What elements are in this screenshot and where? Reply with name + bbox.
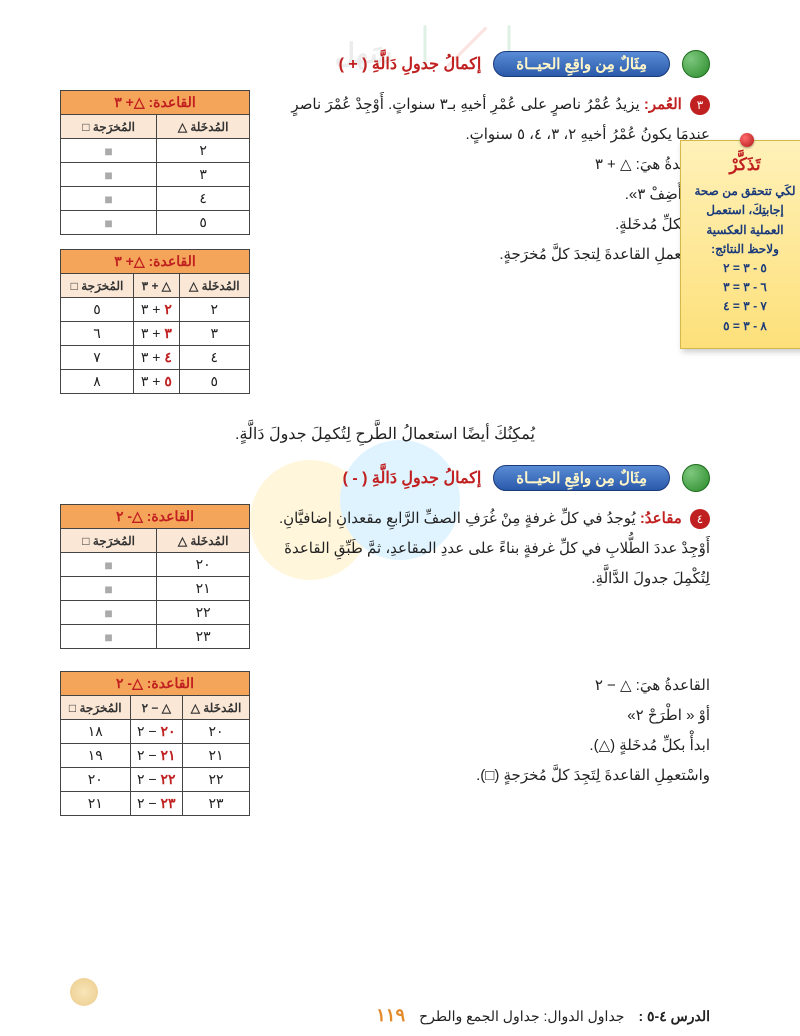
table-cell: ■ (61, 187, 157, 211)
table-cell: ٢١ (61, 792, 131, 816)
or-line: أوْ « أَضِفْ ٣». (268, 180, 710, 210)
table-cell: ٥ (179, 370, 249, 394)
example-steps-2: القاعدةُ هيَ: △ − ٢ أوْ « اطْرَحْ ٢» ابد… (268, 671, 710, 791)
table-cell: ■ (61, 601, 157, 625)
rule-line: القاعدةُ هيَ: △ − ٢ (268, 671, 710, 701)
transition-text: يُمكِنُكَ أيضًا استعمالُ الطَّرحِ لِتُكم… (60, 424, 710, 444)
rule-line: القاعدةُ هيَ: △ + ٣ (268, 150, 710, 180)
table-cell: ٢٠ (61, 768, 131, 792)
table-cell: ٢ (179, 298, 249, 322)
table-cell: ■ (61, 577, 157, 601)
table-cell: ٣ (157, 163, 250, 187)
lesson-title: جداول الدوال: جداول الجمع والطرح (419, 1008, 624, 1025)
example-text-1: ٣ العُمر: يزيدُ عُمْرُ ناصرٍ على عُمْرِ … (268, 90, 710, 270)
example-pill: مِثَالٌ مِن واقِعِ الحيــاة (493, 465, 670, 491)
step-line: ابدأْ بكلِّ مُدخَلةٍ. (268, 210, 710, 240)
reminder-eq: ٥ - ٣ = ٢ (689, 259, 800, 278)
page-number: ١١٩ (376, 1005, 405, 1026)
table-header: △ − ٢ (130, 696, 182, 720)
reminder-note: تَذَكَّرْ لكَي تتحقق من صحة إجابتِكَ، اس… (680, 140, 800, 349)
example-header-1: مِثَالٌ مِن واقِعِ الحيــاة إكمالُ جدولِ… (60, 50, 710, 78)
table-cell: ٢ (157, 139, 250, 163)
table-caption: القاعدة: △+ ٣ (61, 250, 250, 274)
table-cell: ■ (61, 163, 157, 187)
table-cell: ■ (61, 625, 157, 649)
table-type-label: إكمالُ جدولِ دَالَّةِ ( + ) (339, 51, 482, 77)
table-cell: ٢٠ (183, 720, 250, 744)
table-cell: ■ (61, 211, 157, 235)
table-header: المُخرَجة □ (61, 115, 157, 139)
table-cell: ٢٣ (183, 792, 250, 816)
table-header: المُخرَجة □ (61, 696, 131, 720)
table-cell: ٢٠ − ٢ (130, 720, 182, 744)
function-table-1a: القاعدة: △+ ٣ المُدخَلة △ المُخرَجة □ ٢■… (60, 90, 250, 235)
table-cell: ٤ (157, 187, 250, 211)
table-cell: ٥ + ٣ (134, 370, 180, 394)
table-cell: ٧ (61, 346, 134, 370)
table-cell: ٢١ (183, 744, 250, 768)
table-cell: ٦ (61, 322, 134, 346)
table-header: المُدخَلة △ (179, 274, 249, 298)
step-line: واسْتعمِلِ القاعدةَ لِتَجِدَ كلَّ مُخرَج… (268, 761, 710, 791)
lesson-number: الدرس ٤-٥ : (638, 1008, 710, 1025)
table-cell: ١٨ (61, 720, 131, 744)
table-header: المُدخَلة △ (157, 115, 250, 139)
table-header: △ + ٣ (134, 274, 180, 298)
table-header: المُخرَجة □ (61, 529, 157, 553)
table-cell: ٤ (179, 346, 249, 370)
example-pill: مِثَالٌ مِن واقِعِ الحيــاة (493, 51, 670, 77)
corner-decoration-icon (70, 978, 98, 1006)
step-line: واستعملِ القاعدةَ لِتجدَ كلَّ مُخرَجةٍ. (268, 240, 710, 270)
example-text-2: ٤ مقاعدُ: يُوجدُ في كلِّ غرفةٍ مِنْ غُرَ… (268, 504, 710, 594)
table-cell: ■ (61, 553, 157, 577)
table-cell: ٢٣ (157, 625, 250, 649)
reminder-eq: ٨ - ٣ = ٥ (689, 317, 800, 336)
globe-icon (682, 464, 710, 492)
reminder-body: لكَي تتحقق من صحة إجابتِكَ، استعمل العمل… (689, 182, 800, 259)
example-header-2: مِثَالٌ مِن واقِعِ الحيــاة إكمالُ جدولِ… (60, 464, 710, 492)
table-caption: القاعدة: △+ ٣ (61, 91, 250, 115)
example-number: ٣ (690, 95, 710, 115)
table-cell: ٢٠ (157, 553, 250, 577)
or-line: أوْ « اطْرَحْ ٢» (268, 701, 710, 731)
lead-word: العُمر: (644, 96, 682, 113)
table-cell: ٥ (157, 211, 250, 235)
lead-word: مقاعدُ: (640, 510, 682, 527)
reminder-eq: ٦ - ٣ = ٣ (689, 278, 800, 297)
table-cell: ٢ + ٣ (134, 298, 180, 322)
table-cell: ٢٢ (183, 768, 250, 792)
step-line: ابدأْ بكلِّ مُدخَلةٍ (△). (268, 731, 710, 761)
table-header: المُدخَلة △ (183, 696, 250, 720)
table-caption: القاعدة: △- ٢ (61, 505, 250, 529)
table-cell: ■ (61, 139, 157, 163)
table-header: المُخرَجة □ (61, 274, 134, 298)
table-cell: ٨ (61, 370, 134, 394)
globe-icon (682, 50, 710, 78)
function-table-2a: القاعدة: △- ٢ المُدخَلة △ المُخرَجة □ ٢٠… (60, 504, 250, 649)
page-footer: الدرس ٤-٥ : جداول الدوال: جداول الجمع وا… (376, 1005, 710, 1026)
table-cell: ٥ (61, 298, 134, 322)
table-cell: ٢١ (157, 577, 250, 601)
table-type-label: إكمالُ جدولِ دَالَّةِ ( - ) (343, 465, 482, 491)
table-cell: ٣ (179, 322, 249, 346)
table-cell: ٢١ − ٢ (130, 744, 182, 768)
function-table-2b: القاعدة: △- ٢ المُدخَلة △ △ − ٢ المُخرَج… (60, 671, 250, 816)
reminder-title: تَذَكَّرْ (689, 151, 800, 178)
table-cell: ٢٣ − ٢ (130, 792, 182, 816)
example-number: ٤ (690, 509, 710, 529)
table-caption: القاعدة: △- ٢ (61, 672, 250, 696)
table-cell: ٢٢ − ٢ (130, 768, 182, 792)
table-cell: ٤ + ٣ (134, 346, 180, 370)
table-cell: ٢٢ (157, 601, 250, 625)
table-cell: ٣ + ٣ (134, 322, 180, 346)
table-header: المُدخَلة △ (157, 529, 250, 553)
reminder-eq: ٧ - ٣ = ٤ (689, 297, 800, 316)
function-table-1b: القاعدة: △+ ٣ المُدخَلة △ △ + ٣ المُخرَج… (60, 249, 250, 394)
table-cell: ١٩ (61, 744, 131, 768)
